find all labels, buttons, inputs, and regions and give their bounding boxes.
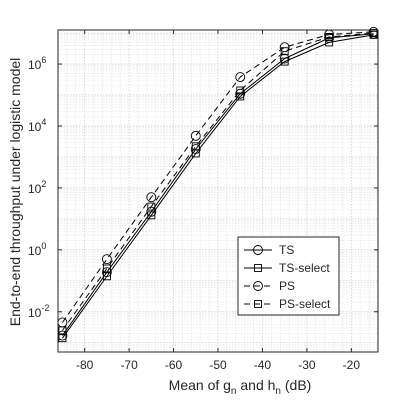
legend-label-ts-select: TS-select	[279, 261, 330, 275]
series-ts-select	[58, 30, 378, 343]
y-tick-label: 100	[28, 241, 46, 258]
legend-entry-ts: TS	[244, 243, 294, 257]
point-ts-select	[236, 92, 245, 101]
x-axis-label: Mean of gn and hn (dB)	[169, 377, 312, 397]
point-ts	[279, 53, 290, 64]
point-ps-select	[147, 202, 156, 211]
y-tick-label-base: 10	[28, 58, 42, 72]
y-tick-label-exponent: 0	[41, 241, 46, 251]
point-ps-select	[191, 142, 200, 151]
point-ts	[235, 88, 246, 99]
x-tick-label: -50	[209, 358, 227, 372]
point-ts-select	[147, 211, 156, 220]
point-ps	[101, 254, 112, 265]
series-line-ps-select	[62, 32, 374, 331]
point-ps-select	[102, 264, 111, 273]
y-tick-label-base: 10	[28, 306, 42, 320]
legend-label-ts: TS	[279, 243, 294, 257]
legend-entries: TS TS-select PS PS-select	[244, 243, 331, 311]
y-tick-label-exponent: -2	[41, 303, 49, 313]
y-tick-label-exponent: 6	[41, 55, 46, 65]
y-tick-label: 102	[28, 179, 46, 196]
y-tick-label-base: 10	[28, 244, 42, 258]
y-tick-label-exponent: 4	[41, 117, 46, 127]
legend-entry-ps: PS	[244, 279, 295, 293]
point-ps-select	[236, 86, 245, 95]
x-tick-label: -60	[165, 358, 183, 372]
legend-label-ps: PS	[279, 279, 295, 293]
y-tick-label: 10-2	[28, 303, 49, 320]
x-axis-label-part1: Mean of g	[169, 377, 231, 393]
y-tick-label-exponent: 2	[41, 179, 46, 189]
x-tick-label: -70	[120, 358, 138, 372]
y-tick-label: 104	[28, 117, 46, 134]
x-tick-label: -40	[254, 358, 272, 372]
x-axis-label-sub1: n	[231, 386, 237, 397]
x-axis-label-part2: and h	[236, 377, 275, 393]
legend-marker-ts-select	[254, 264, 262, 272]
point-ps	[279, 42, 290, 53]
x-tick-label: -80	[76, 358, 94, 372]
legend-marker-ts	[253, 245, 263, 255]
legend-entry-ps-select: PS-select	[244, 297, 331, 311]
point-ps-select	[325, 33, 334, 41]
x-axis-label-sub2: n	[275, 386, 281, 397]
series-line-ts-select	[62, 34, 374, 339]
point-ts-select	[280, 57, 289, 66]
point-ps-select	[58, 326, 67, 335]
x-axis-label-part3: (dB)	[281, 377, 311, 393]
point-ts-select	[102, 272, 111, 281]
legend-label-ps-select: PS-select	[279, 297, 331, 311]
x-tick-label: -20	[343, 358, 361, 372]
legend: TS TS-select PS PS-select	[237, 236, 340, 316]
legend-marker-ps-select	[254, 300, 262, 308]
series-layer	[57, 26, 379, 343]
point-ps-select	[280, 47, 289, 56]
y-tick-label-base: 10	[28, 120, 42, 134]
point-ts-select	[58, 334, 67, 343]
series-line-ts	[62, 33, 374, 336]
y-tick-label-base: 10	[28, 182, 42, 196]
point-ps	[146, 192, 157, 203]
point-ps	[190, 130, 201, 141]
legend-marker-ps	[253, 281, 263, 291]
y-axis-label: End-to-end throughput under logistic mod…	[7, 58, 23, 327]
point-ps	[235, 72, 246, 83]
series-line-ps	[62, 31, 374, 323]
legend-entry-ts-select: TS-select	[244, 261, 330, 275]
x-tick-label: -30	[298, 358, 316, 372]
y-tick-label: 106	[28, 55, 46, 72]
